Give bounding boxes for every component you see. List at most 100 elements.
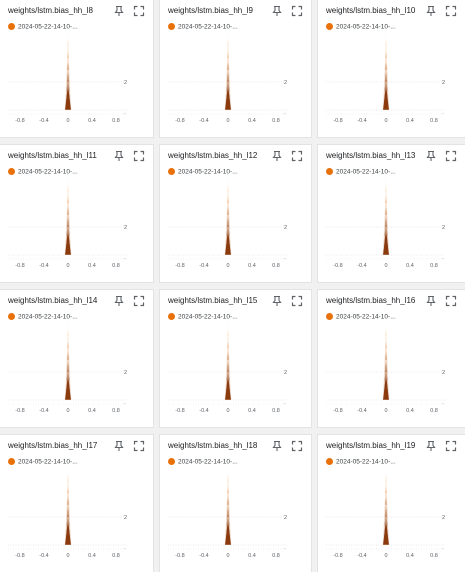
pin-icon[interactable] xyxy=(271,149,283,161)
x-tick-label: -0.8 xyxy=(175,408,184,414)
x-tick-label: 0.8 xyxy=(272,263,280,269)
fullscreen-icon[interactable] xyxy=(445,439,457,452)
card-title: weights/lstm.bias_hh_l12 xyxy=(168,151,258,160)
histogram-plot: 2 · -0.8 -0.4 0 0.4 0.8 xyxy=(326,33,446,124)
pin-icon[interactable] xyxy=(113,149,125,161)
run-color-dot xyxy=(168,313,175,321)
card-actions xyxy=(113,294,147,308)
x-tick-label: -0.4 xyxy=(199,263,208,269)
run-color-dot xyxy=(326,458,333,466)
card-title: weights/lstm.bias_hh_l8 xyxy=(8,6,93,15)
fullscreen-icon[interactable] xyxy=(445,149,457,162)
fullscreen-icon[interactable] xyxy=(445,294,457,307)
histogram-card: weights/lstm.bias_hh_l12 2024-05-22-14-10… xyxy=(160,145,311,282)
x-tick-label: -0.8 xyxy=(15,553,24,559)
svg-text:·: · xyxy=(284,111,286,117)
fullscreen-icon[interactable] xyxy=(291,149,303,162)
run-legend: 2024-05-22-14-10-... xyxy=(8,308,78,321)
pin-icon[interactable] xyxy=(425,294,437,306)
svg-text:·: · xyxy=(124,401,126,407)
fullscreen-icon[interactable] xyxy=(291,439,303,452)
histogram-card: weights/lstm.bias_hh_l14 2024-05-22-14-10… xyxy=(0,290,153,427)
x-tick-label: 0 xyxy=(384,553,387,559)
run-color-dot xyxy=(168,458,175,466)
x-tick-label: -0.4 xyxy=(357,118,366,124)
card-title: weights/lstm.bias_hh_l14 xyxy=(8,296,98,305)
svg-text:·: · xyxy=(124,546,126,552)
x-tick-label: 0.8 xyxy=(112,118,120,124)
run-label: 2024-05-22-14-10-... xyxy=(336,168,396,176)
run-legend: 2024-05-22-14-10-... xyxy=(168,18,238,31)
pin-icon[interactable] xyxy=(113,4,125,16)
card-actions xyxy=(271,439,305,453)
fullscreen-icon[interactable] xyxy=(291,4,303,17)
card-title: weights/lstm.bias_hh_l10 xyxy=(326,6,416,15)
run-legend: 2024-05-22-14-10-... xyxy=(326,18,396,31)
x-tick-label: -0.8 xyxy=(15,118,24,124)
y-tick-label: 2 xyxy=(442,80,445,86)
histogram-step xyxy=(382,371,390,401)
card-title: weights/lstm.bias_hh_l9 xyxy=(168,6,253,15)
y-tick-label: 2 xyxy=(124,515,127,521)
run-label: 2024-05-22-14-10-... xyxy=(336,23,396,31)
x-tick-label: 0 xyxy=(66,118,69,124)
x-tick-label: 0 xyxy=(66,408,69,414)
pin-icon[interactable] xyxy=(425,149,437,161)
pin-icon[interactable] xyxy=(425,4,437,16)
histogram-card: weights/lstm.bias_hh_l19 2024-05-22-14-10… xyxy=(318,435,465,572)
histogram-card: weights/lstm.bias_hh_l11 2024-05-22-14-10… xyxy=(0,145,153,282)
x-tick-label: -0.4 xyxy=(357,553,366,559)
x-tick-label: -0.4 xyxy=(199,408,208,414)
run-legend: 2024-05-22-14-10-... xyxy=(326,163,396,176)
run-label: 2024-05-22-14-10-... xyxy=(178,313,238,321)
histogram-step xyxy=(64,371,72,401)
pin-icon[interactable] xyxy=(113,439,125,451)
card-title: weights/lstm.bias_hh_l15 xyxy=(168,296,258,305)
x-tick-label: -0.4 xyxy=(39,118,48,124)
x-tick-label: 0 xyxy=(226,408,229,414)
histogram-card: weights/lstm.bias_hh_l18 2024-05-22-14-10… xyxy=(160,435,311,572)
x-tick-label: -0.8 xyxy=(333,553,342,559)
run-label: 2024-05-22-14-10-... xyxy=(178,458,238,466)
x-tick-label: 0.4 xyxy=(406,408,414,414)
histogram-step xyxy=(382,81,390,111)
x-tick-label: -0.4 xyxy=(199,553,208,559)
pin-icon[interactable] xyxy=(271,4,283,16)
x-tick-label: -0.8 xyxy=(175,263,184,269)
x-tick-label: -0.8 xyxy=(175,553,184,559)
run-color-dot xyxy=(168,23,175,31)
fullscreen-icon[interactable] xyxy=(133,439,145,452)
histogram-plot: 2 · -0.8 -0.4 0 0.4 0.8 xyxy=(8,468,128,559)
fullscreen-icon[interactable] xyxy=(291,294,303,307)
x-tick-label: -0.4 xyxy=(357,408,366,414)
x-tick-label: 0 xyxy=(66,553,69,559)
x-tick-label: 0.8 xyxy=(430,263,438,269)
svg-text:·: · xyxy=(284,546,286,552)
pin-icon[interactable] xyxy=(271,439,283,451)
run-label: 2024-05-22-14-10-... xyxy=(18,23,78,31)
fullscreen-icon[interactable] xyxy=(445,4,457,17)
pin-icon[interactable] xyxy=(425,439,437,451)
card-actions xyxy=(271,149,305,163)
fullscreen-icon[interactable] xyxy=(133,149,145,162)
x-tick-label: 0.8 xyxy=(272,408,280,414)
y-tick-label: 2 xyxy=(284,225,287,231)
x-tick-label: 0 xyxy=(384,263,387,269)
x-tick-label: 0.8 xyxy=(430,118,438,124)
pin-icon[interactable] xyxy=(113,294,125,306)
fullscreen-icon[interactable] xyxy=(133,294,145,307)
pin-icon[interactable] xyxy=(271,294,283,306)
histogram-card: weights/lstm.bias_hh_l15 2024-05-22-14-10… xyxy=(160,290,311,427)
fullscreen-icon[interactable] xyxy=(133,4,145,17)
x-tick-label: -0.4 xyxy=(39,553,48,559)
svg-text:·: · xyxy=(442,111,444,117)
card-actions xyxy=(113,439,147,453)
histogram-step xyxy=(224,371,232,401)
histogram-plot: 2 · -0.8 -0.4 0 0.4 0.8 xyxy=(8,33,128,124)
x-tick-label: 0 xyxy=(226,263,229,269)
histogram-card: weights/lstm.bias_hh_l16 2024-05-22-14-10… xyxy=(318,290,465,427)
histogram-plot: 2 · -0.8 -0.4 0 0.4 0.8 xyxy=(168,33,288,124)
card-actions xyxy=(271,294,305,308)
card-actions xyxy=(113,149,147,163)
histogram-plot: 2 · -0.8 -0.4 0 0.4 0.8 xyxy=(326,323,446,414)
